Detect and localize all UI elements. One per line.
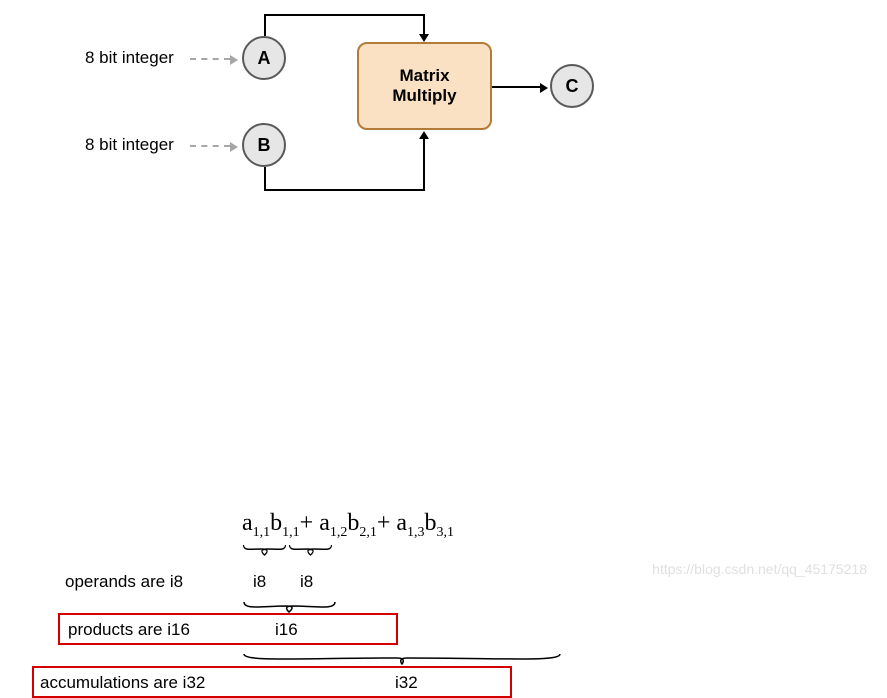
node-c-label: C [566, 76, 579, 97]
input-b-label: 8 bit integer [85, 135, 174, 155]
brace-b11 [288, 543, 348, 557]
conn-b-v1 [264, 167, 266, 189]
node-b-label: B [258, 135, 271, 156]
matmul-box-label: Matrix Multiply [392, 66, 456, 107]
products-label: products are i16 [68, 620, 190, 640]
brace-i16 [242, 600, 337, 614]
conn-b-v2 [423, 139, 425, 191]
matmul-flow-diagram: 8 bit integer 8 bit integer A B Matrix M… [0, 0, 887, 210]
conn-a-h [264, 14, 424, 16]
dashed-arrow-a [190, 58, 230, 60]
node-a-label: A [258, 48, 271, 69]
formula: a1,1b1,1+ a1,2b2,1+ a1,3b3,1 [242, 510, 454, 541]
input-a-label: 8 bit integer [85, 48, 174, 68]
products-i16: i16 [275, 620, 298, 640]
accum-label: accumulations are i32 [40, 673, 205, 693]
node-c: C [550, 64, 594, 108]
operands-label: operands are i8 [65, 572, 183, 592]
node-b: B [242, 123, 286, 167]
conn-a-v2 [423, 14, 425, 34]
watermark: https://blog.csdn.net/qq_45175218 [652, 561, 867, 577]
matmul-box: Matrix Multiply [357, 42, 492, 130]
accum-i32: i32 [395, 673, 418, 693]
brace-i32 [242, 652, 562, 666]
operands-i8-1: i8 [253, 572, 266, 592]
dashed-arrow-b [190, 145, 230, 147]
conn-b-h [264, 189, 424, 191]
arrow-to-c [492, 86, 540, 88]
operands-i8-2: i8 [300, 572, 313, 592]
conn-a-v1 [264, 14, 266, 36]
node-a: A [242, 36, 286, 80]
